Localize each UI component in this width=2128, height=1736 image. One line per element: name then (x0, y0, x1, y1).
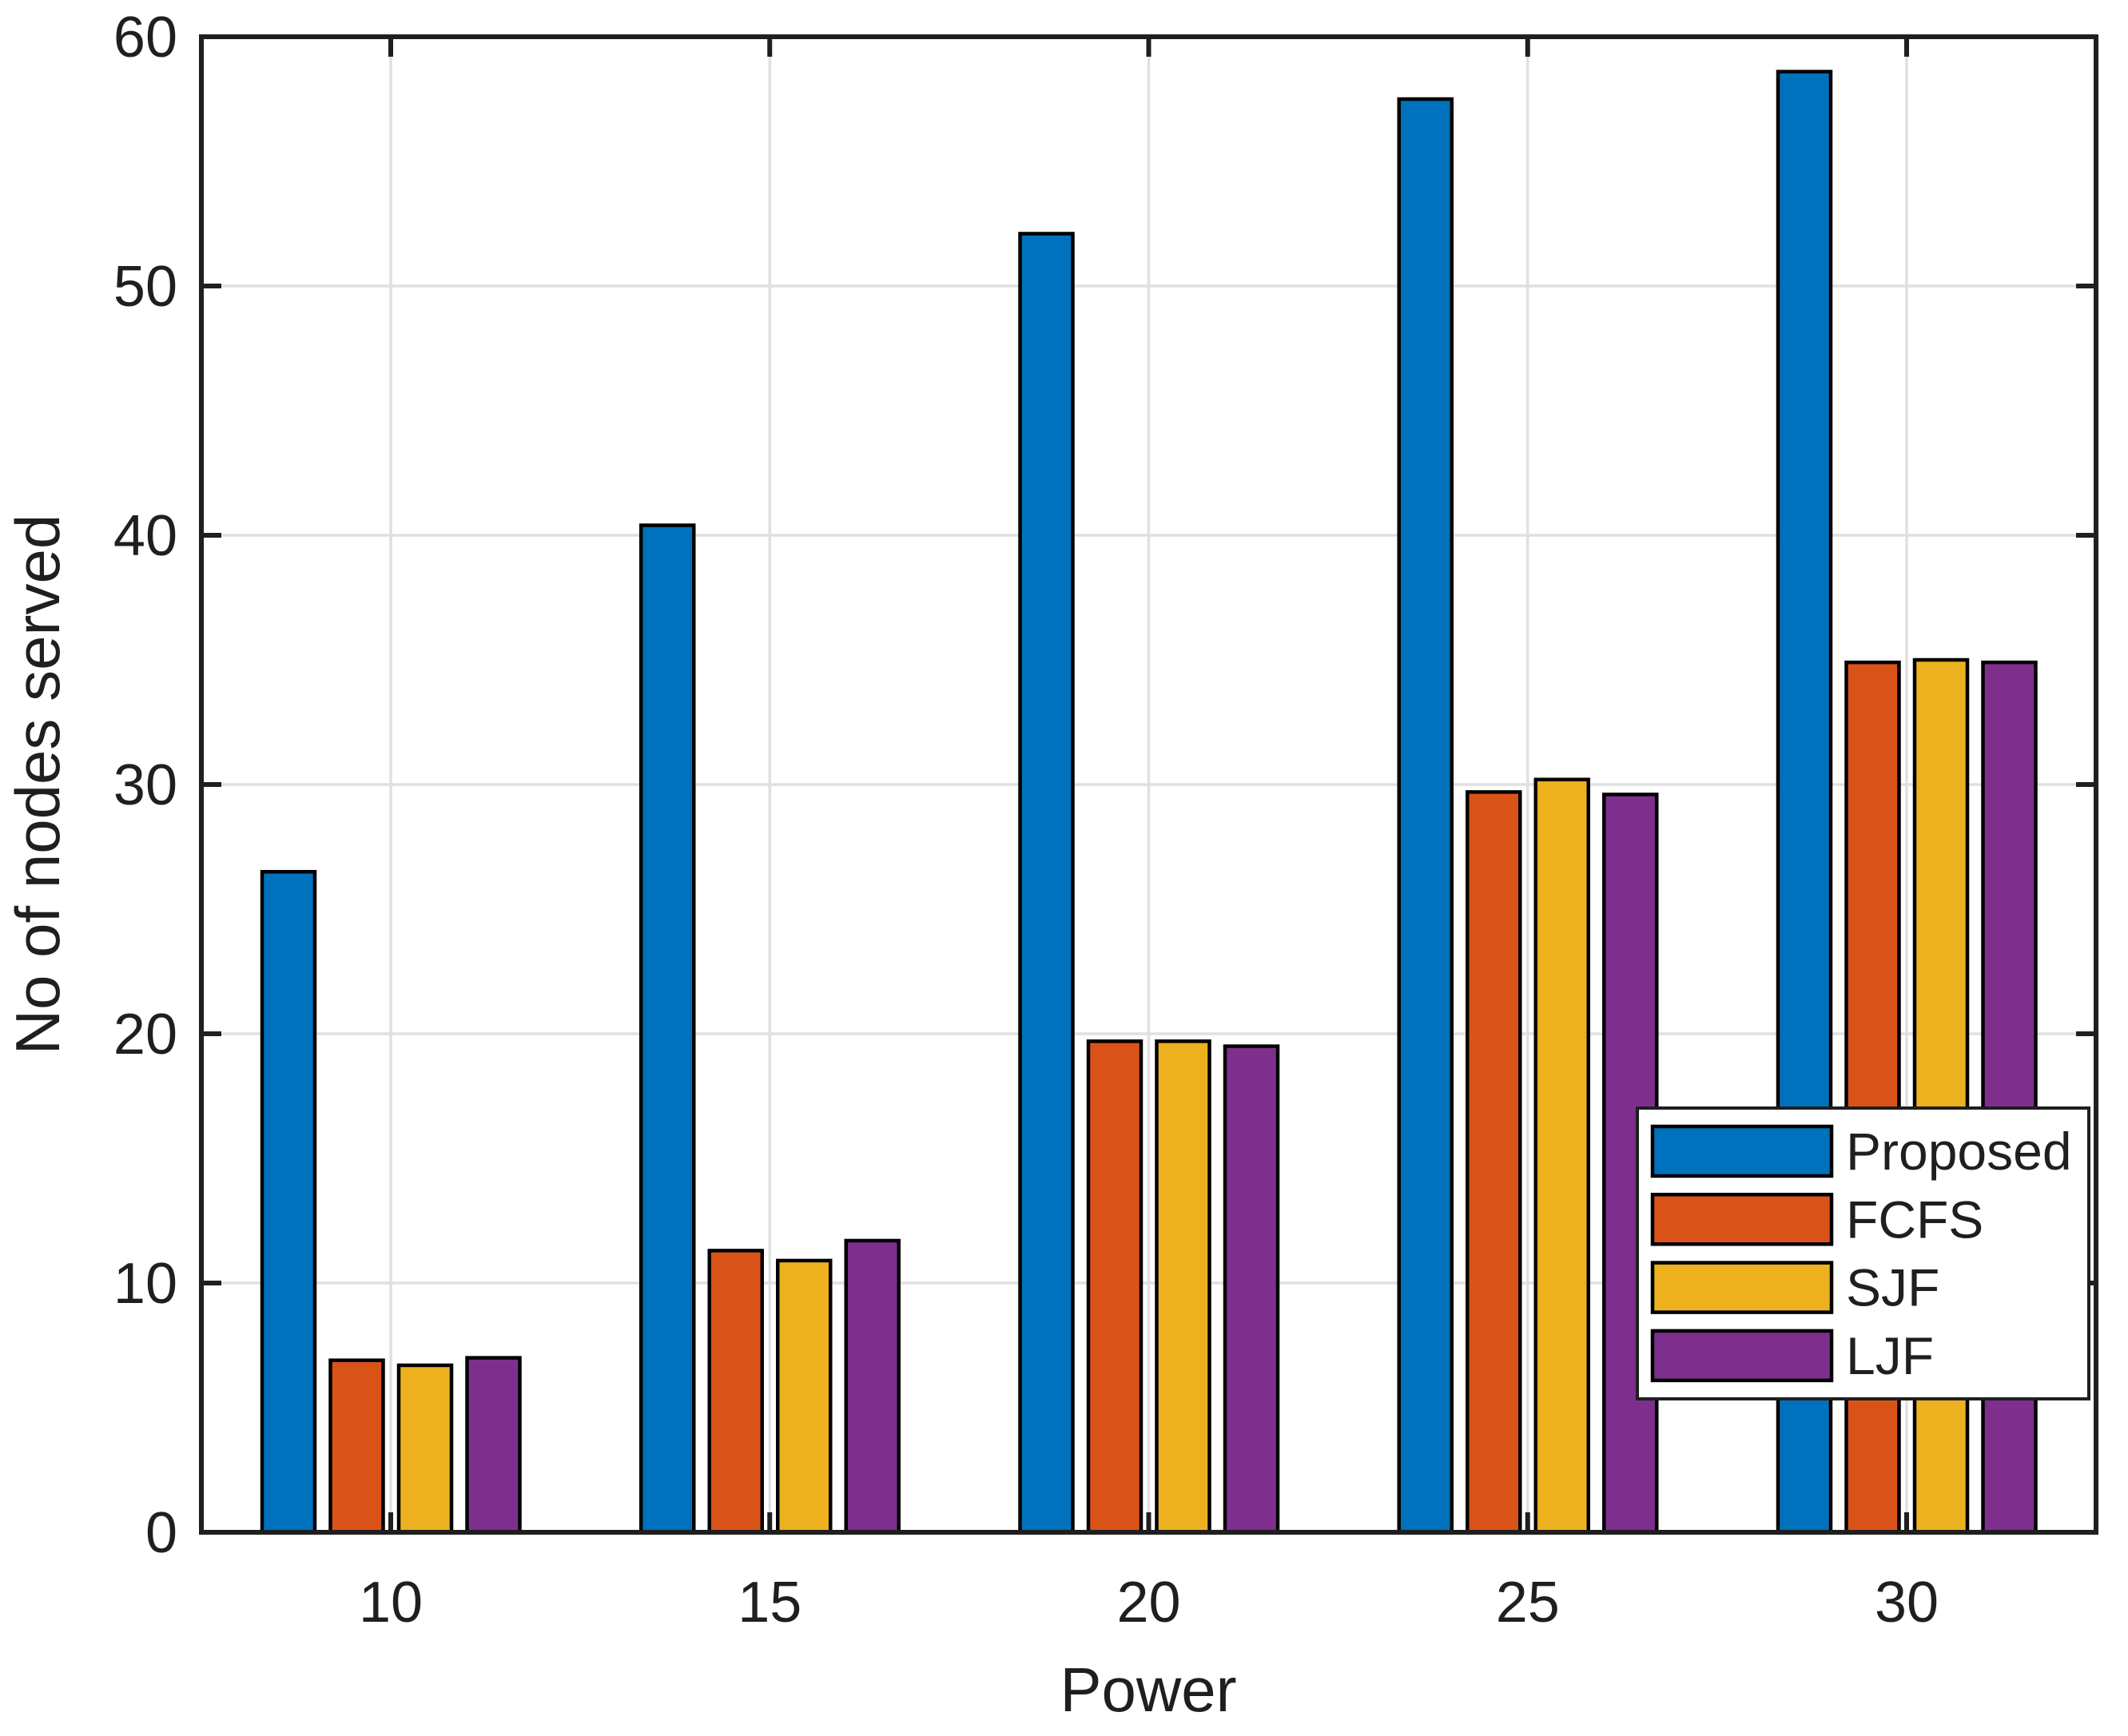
legend-label-ljf: LJF (1846, 1326, 1934, 1385)
bar-proposed-15 (639, 523, 696, 1535)
legend: Proposed FCFS SJF LJF (1636, 1106, 2090, 1400)
bar-fcfs-10 (328, 1358, 385, 1535)
y-tick-label-60: 60 (113, 6, 177, 70)
x-tick-label-10: 10 (359, 1571, 423, 1635)
bar-ljf-30 (1981, 660, 2038, 1535)
y-tick-label-50: 50 (113, 255, 177, 319)
bar-ljf-20 (1223, 1044, 1280, 1535)
x-tick-label-20: 20 (1116, 1571, 1180, 1635)
bar-sjf-20 (1155, 1039, 1211, 1535)
bar-ljf-15 (844, 1238, 901, 1535)
bar-proposed-20 (1018, 232, 1075, 1535)
axis-label-layer: Power No of nodes served (2, 514, 1237, 1725)
legend-label-sjf: SJF (1846, 1258, 1939, 1317)
legend-label-proposed: Proposed (1846, 1122, 2072, 1181)
x-tick-label-30: 30 (1875, 1571, 1939, 1635)
bar-sjf-15 (776, 1258, 833, 1535)
x-tick-label-15: 15 (738, 1571, 801, 1635)
y-tick-label-10: 10 (113, 1252, 177, 1316)
bar-fcfs-20 (1086, 1039, 1144, 1535)
x-axis-label: Power (1060, 1655, 1236, 1725)
bar-fcfs-25 (1466, 790, 1522, 1535)
legend-swatch-proposed (1650, 1124, 1834, 1178)
y-axis-label: No of nodes served (2, 514, 73, 1055)
legend-label-fcfs: FCFS (1846, 1190, 1983, 1249)
y-tick-label-30: 30 (113, 753, 177, 817)
tick-label-layer: 0 10 20 30 40 50 60 10 15 20 25 30 (113, 6, 1939, 1635)
bar-fcfs-15 (707, 1249, 764, 1535)
bar-proposed-25 (1397, 97, 1454, 1535)
legend-swatch-ljf (1650, 1329, 1834, 1383)
bar-sjf-30 (1912, 657, 1970, 1535)
y-tick-label-20: 20 (113, 1003, 177, 1067)
bar-sjf-25 (1533, 777, 1590, 1535)
bar-ljf-10 (465, 1356, 522, 1535)
x-tick-label-25: 25 (1496, 1571, 1560, 1635)
y-tick-label-40: 40 (113, 504, 177, 568)
y-tick-label-0: 0 (145, 1501, 177, 1565)
legend-swatch-fcfs (1650, 1193, 1834, 1246)
bar-sjf-10 (396, 1363, 454, 1535)
bar-proposed-10 (260, 869, 317, 1535)
legend-swatch-sjf (1650, 1261, 1834, 1314)
bar-fcfs-30 (1844, 660, 1901, 1535)
